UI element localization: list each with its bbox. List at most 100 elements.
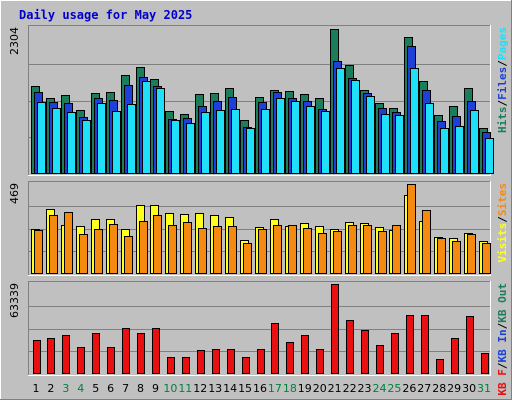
bar-kb-f-day-23 (361, 330, 369, 374)
x-tick-label: 25 (387, 382, 401, 395)
legend-entry: / (496, 60, 509, 67)
bar-pages-day-18 (291, 101, 300, 174)
bar-kb-f-day-4 (77, 347, 85, 374)
bar-pages-day-11 (186, 123, 195, 174)
bar-sites-day-13 (213, 226, 222, 274)
bar-pages-day-1 (37, 102, 46, 174)
bar-sites-day-25 (392, 225, 401, 274)
bar-pages-day-2 (52, 108, 61, 174)
x-tick-label: 13 (208, 382, 222, 395)
bar-pages-day-7 (127, 104, 136, 174)
bar-sites-day-7 (124, 236, 133, 274)
bar-sites-day-18 (288, 225, 297, 274)
x-tick-label: 19 (298, 382, 312, 395)
legend-entry: KB Out (496, 283, 509, 323)
bar-kb-f-day-26 (406, 315, 414, 374)
legend-entry: Sites (496, 183, 509, 216)
bar-pages-day-6 (112, 111, 121, 174)
legend-entry: KB F (496, 369, 509, 396)
bar-pages-day-20 (321, 111, 330, 174)
bar-kb-f-day-11 (182, 357, 190, 374)
x-tick-label: 29 (447, 382, 461, 395)
bar-sites-day-20 (318, 233, 327, 274)
x-tick-label: 18 (283, 382, 297, 395)
bar-kb-f-day-30 (466, 316, 474, 374)
legend-entry: / (496, 216, 509, 223)
bar-sites-day-3 (64, 212, 73, 274)
x-tick-label: 20 (313, 382, 327, 395)
bar-kb-f-day-16 (257, 349, 265, 374)
bar-sites-day-26 (407, 184, 416, 274)
bar-sites-day-8 (139, 221, 148, 274)
bar-pages-day-9 (156, 88, 165, 174)
x-tick-label: 31 (477, 382, 491, 395)
legend-entry: KB In (496, 329, 509, 362)
x-tick-label: 11 (178, 382, 192, 395)
legend-entry: Files (496, 67, 509, 100)
x-tick-label: 10 (163, 382, 177, 395)
bar-pages-day-30 (470, 110, 479, 174)
bar-kb-f-day-31 (481, 353, 489, 374)
bar-kb-f-day-18 (286, 342, 294, 374)
bar-pages-day-16 (261, 109, 270, 174)
bar-pages-day-31 (485, 138, 494, 174)
x-tick-label: 4 (77, 382, 84, 395)
bar-kb-f-day-19 (301, 335, 309, 374)
bar-pages-day-14 (231, 109, 240, 174)
bar-kb-f-day-7 (122, 328, 130, 374)
bar-kb-f-day-20 (316, 349, 324, 374)
bar-sites-day-16 (258, 229, 267, 274)
bar-kb-f-day-12 (197, 350, 205, 374)
bar-pages-day-24 (381, 114, 390, 174)
bar-pages-day-15 (246, 128, 255, 174)
legend-entry: / (496, 100, 509, 107)
bar-sites-day-27 (422, 210, 431, 274)
bar-pages-day-19 (306, 106, 315, 174)
bar-kb-f-day-1 (33, 340, 41, 374)
bar-pages-day-28 (440, 128, 449, 174)
legend: Visits/Sites (496, 183, 509, 263)
x-tick-label: 6 (107, 382, 114, 395)
bar-kb-f-day-8 (137, 333, 145, 374)
x-tick-label: 2 (47, 382, 54, 395)
x-tick-label: 7 (122, 382, 129, 395)
x-tick-label: 8 (137, 382, 144, 395)
y-max-label: 469 (8, 183, 21, 204)
legend: Hits/Files/Pages (496, 27, 509, 133)
bar-kb-f-day-29 (451, 338, 459, 374)
legend-entry: / (496, 362, 509, 369)
x-axis-day-labels: 1 2 3 4 5 6 7 8 9 10 11 12 13 14 15 16 17 18 19 20 21 22 23 24 2… (32, 382, 491, 395)
bar-pages-day-8 (142, 81, 151, 174)
bar-pages-day-17 (276, 98, 285, 174)
bar-sites-day-19 (303, 228, 312, 274)
bar-sites-day-28 (437, 238, 446, 274)
x-tick-label: 1 (32, 382, 39, 395)
bar-sites-day-22 (348, 225, 357, 274)
bar-sites-day-30 (467, 234, 476, 274)
bar-pages-day-21 (336, 68, 345, 174)
legend-entry: / (496, 322, 509, 329)
bar-pages-day-22 (351, 80, 360, 174)
x-tick-label: 14 (223, 382, 237, 395)
x-tick-label: 16 (253, 382, 267, 395)
x-tick-label: 22 (343, 382, 357, 395)
bar-kb-f-day-22 (346, 320, 354, 374)
bar-sites-day-15 (243, 243, 252, 274)
bar-sites-day-5 (94, 229, 103, 274)
bar-sites-day-14 (228, 226, 237, 274)
legend-entry: Visits (496, 223, 509, 263)
bar-pages-day-5 (97, 103, 106, 174)
bar-kb-f-day-13 (212, 349, 220, 374)
bar-sites-day-2 (49, 215, 58, 274)
x-tick-label: 3 (62, 382, 69, 395)
y-max-label: 63339 (8, 283, 21, 318)
panel-middle: 469 Visits/Sites (8, 181, 509, 276)
bar-sites-day-17 (273, 225, 282, 274)
bar-sites-day-1 (34, 230, 43, 274)
x-tick-label: 28 (432, 382, 446, 395)
bar-pages-day-29 (455, 126, 464, 174)
x-tick-label: 24 (372, 382, 386, 395)
bar-sites-day-23 (363, 225, 372, 274)
